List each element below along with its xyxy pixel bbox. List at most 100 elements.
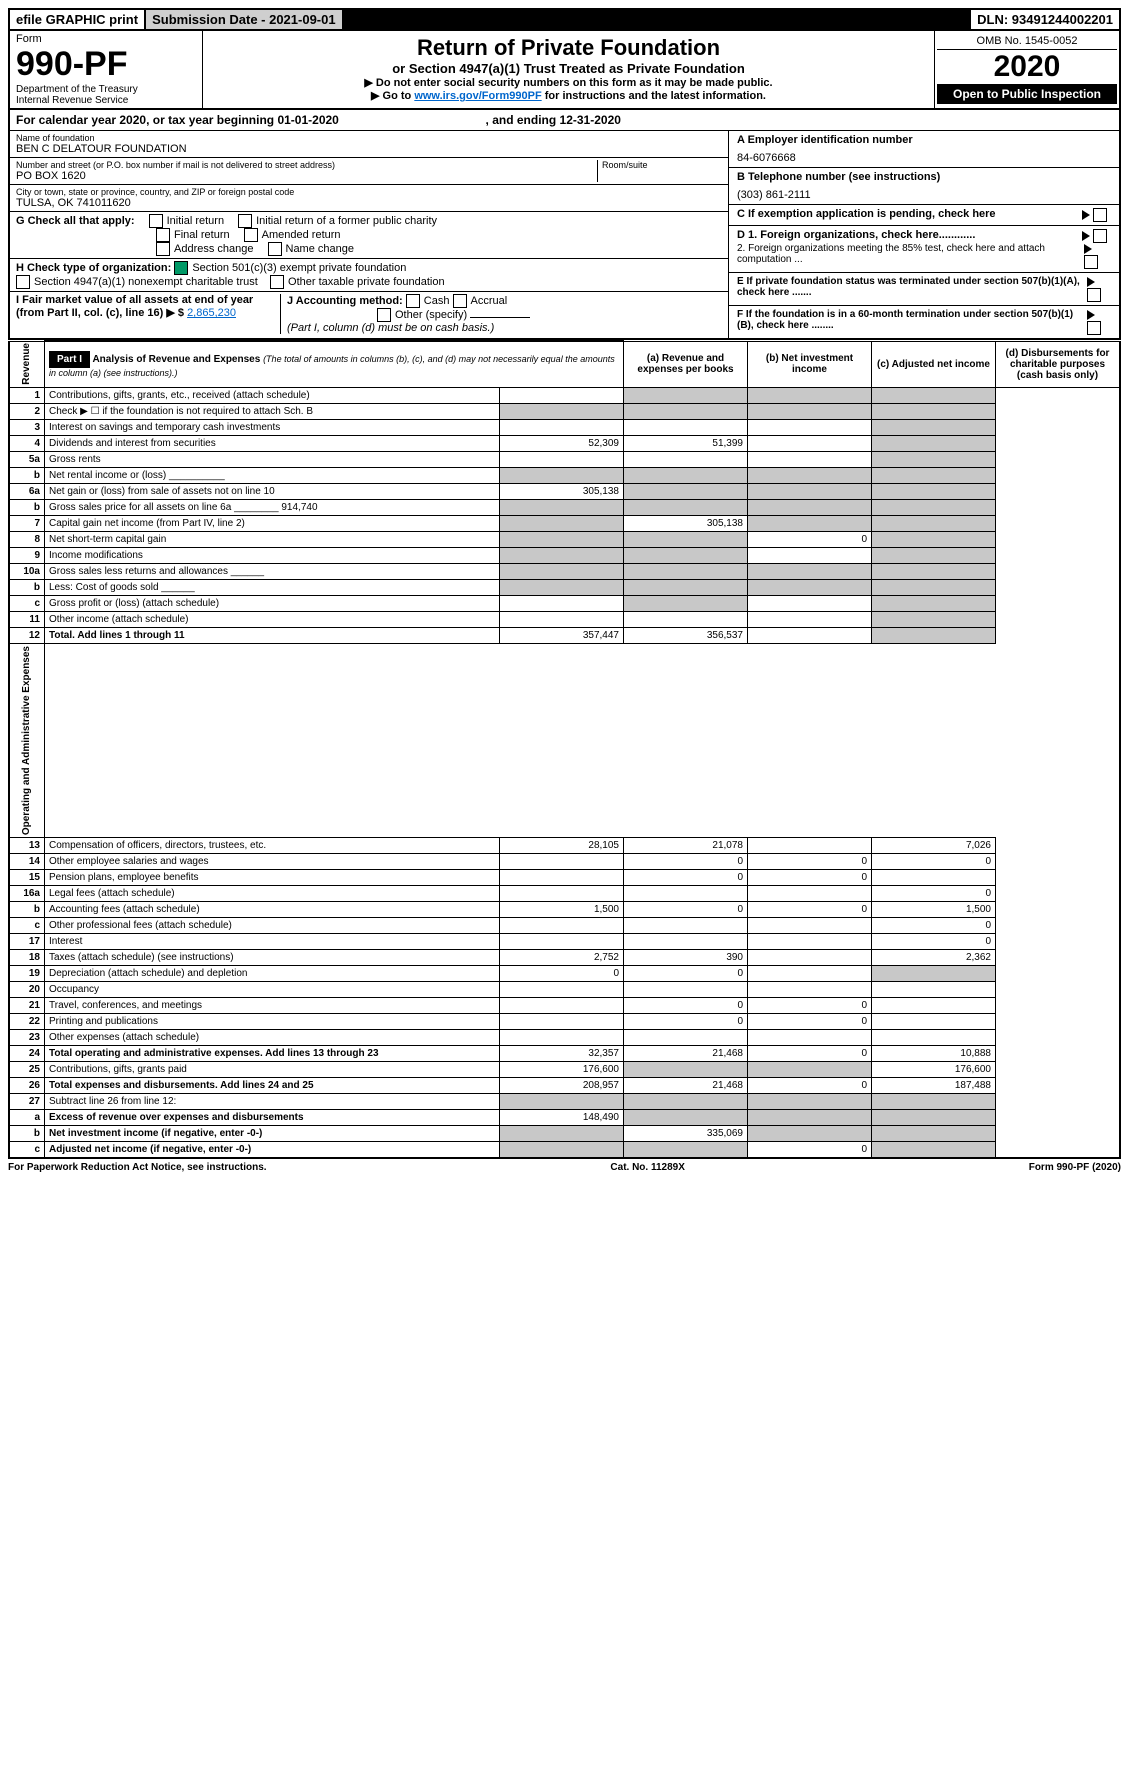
cell-a — [500, 982, 624, 998]
row-description: Capital gain net income (from Part IV, l… — [45, 516, 500, 532]
cell-d — [872, 532, 996, 548]
cell-b: 0 — [624, 854, 748, 870]
table-row: bNet investment income (if negative, ent… — [9, 1126, 1120, 1142]
row-number: 19 — [9, 966, 45, 982]
form990pf-link[interactable]: www.irs.gov/Form990PF — [414, 90, 541, 102]
row-number: 12 — [9, 628, 45, 644]
row-description: Subtract line 26 from line 12: — [45, 1094, 500, 1110]
h-opt-2[interactable]: Section 4947(a)(1) nonexempt charitable … — [16, 276, 258, 288]
cell-a — [500, 420, 624, 436]
cell-c — [748, 1110, 872, 1126]
col-b-header: (b) Net investment income — [748, 341, 872, 388]
row-description: Compensation of officers, directors, tru… — [45, 838, 500, 854]
j-other[interactable]: Other (specify) — [287, 309, 530, 321]
cell-a — [500, 870, 624, 886]
cell-c: 0 — [748, 902, 872, 918]
row-description: Income modifications — [45, 548, 500, 564]
cell-a — [500, 564, 624, 580]
cell-a — [500, 998, 624, 1014]
header-right: OMB No. 1545-0052 2020 Open to Public In… — [934, 31, 1119, 108]
table-row: 13Compensation of officers, directors, t… — [9, 838, 1120, 854]
cell-c: 0 — [748, 998, 872, 1014]
row-description: Total. Add lines 1 through 11 — [45, 628, 500, 644]
row-number: 25 — [9, 1062, 45, 1078]
g-opt-1[interactable]: Final return — [156, 228, 230, 242]
g-opt-4[interactable]: Amended return — [244, 228, 341, 242]
row-description: Other professional fees (attach schedule… — [45, 918, 500, 934]
row-description: Other expenses (attach schedule) — [45, 1030, 500, 1046]
cell-d: 187,488 — [872, 1078, 996, 1094]
g-opt-2[interactable]: Address change — [156, 242, 254, 256]
cell-a: 52,309 — [500, 436, 624, 452]
h-opt-3[interactable]: Other taxable private foundation — [270, 276, 445, 288]
omb-label: OMB No. 1545-0052 — [937, 33, 1117, 50]
cell-a — [500, 918, 624, 934]
d2-checkbox[interactable] — [1084, 255, 1098, 269]
table-row: 8Net short-term capital gain0 — [9, 532, 1120, 548]
cell-c — [748, 516, 872, 532]
cell-b — [624, 404, 748, 420]
table-row: cOther professional fees (attach schedul… — [9, 918, 1120, 934]
g-opt-0[interactable]: Initial return — [149, 214, 224, 228]
table-row: 3Interest on savings and temporary cash … — [9, 420, 1120, 436]
cell-c: 0 — [748, 532, 872, 548]
e-checkbox[interactable] — [1087, 288, 1101, 302]
g-opt-5[interactable]: Name change — [268, 242, 355, 256]
row-number: 11 — [9, 612, 45, 628]
cell-a: 0 — [500, 966, 624, 982]
h-opt-1[interactable]: Section 501(c)(3) exempt private foundat… — [174, 262, 406, 274]
cell-a — [500, 452, 624, 468]
cell-b: 356,537 — [624, 628, 748, 644]
cell-d: 0 — [872, 934, 996, 950]
row-number: 14 — [9, 854, 45, 870]
table-row: 11Other income (attach schedule) — [9, 612, 1120, 628]
cell-a: 28,105 — [500, 838, 624, 854]
dln-label: DLN: 93491244002201 — [969, 10, 1119, 29]
cell-d — [872, 982, 996, 998]
f-checkbox[interactable] — [1087, 321, 1101, 335]
g-opt-3[interactable]: Initial return of a former public charit… — [238, 214, 437, 228]
row-number: 26 — [9, 1078, 45, 1094]
cell-b — [624, 580, 748, 596]
j-accrual[interactable]: Accrual — [453, 295, 508, 307]
id-left: Name of foundation BEN C DELATOUR FOUNDA… — [10, 131, 728, 338]
open-public: Open to Public Inspection — [937, 84, 1117, 104]
cell-a — [500, 404, 624, 420]
part1-label: Part I — [49, 351, 90, 368]
cell-b: 21,468 — [624, 1078, 748, 1094]
cell-c — [748, 628, 872, 644]
cell-c — [748, 982, 872, 998]
cell-d: 10,888 — [872, 1046, 996, 1062]
table-row: 12Total. Add lines 1 through 11357,44735… — [9, 628, 1120, 644]
cell-b: 0 — [624, 1014, 748, 1030]
cell-a: 32,357 — [500, 1046, 624, 1062]
table-row: 24Total operating and administrative exp… — [9, 1046, 1120, 1062]
cell-a — [500, 468, 624, 484]
cell-c — [748, 452, 872, 468]
row-number: c — [9, 918, 45, 934]
d1-checkbox[interactable] — [1093, 229, 1107, 243]
form-label: Form — [16, 33, 196, 45]
fmv-value[interactable]: 2,865,230 — [187, 307, 236, 319]
cell-c — [748, 934, 872, 950]
table-row: 6aNet gain or (loss) from sale of assets… — [9, 484, 1120, 500]
cell-d — [872, 998, 996, 1014]
row-description: Gross rents — [45, 452, 500, 468]
row-number: 1 — [9, 388, 45, 404]
form-subtitle: or Section 4947(a)(1) Trust Treated as P… — [207, 61, 930, 76]
cell-b: 0 — [624, 998, 748, 1014]
cell-d — [872, 564, 996, 580]
cell-a — [500, 516, 624, 532]
cell-c: 0 — [748, 870, 872, 886]
section-h: H Check type of organization: Section 50… — [10, 259, 728, 292]
row-number: 10a — [9, 564, 45, 580]
cell-b — [624, 1062, 748, 1078]
row-number: b — [9, 580, 45, 596]
table-row: bAccounting fees (attach schedule)1,5000… — [9, 902, 1120, 918]
j-cash[interactable]: Cash — [406, 295, 450, 307]
cell-a — [500, 854, 624, 870]
cell-d: 7,026 — [872, 838, 996, 854]
cell-c — [748, 484, 872, 500]
row-description: Net investment income (if negative, ente… — [45, 1126, 500, 1142]
c-checkbox[interactable] — [1093, 208, 1107, 222]
